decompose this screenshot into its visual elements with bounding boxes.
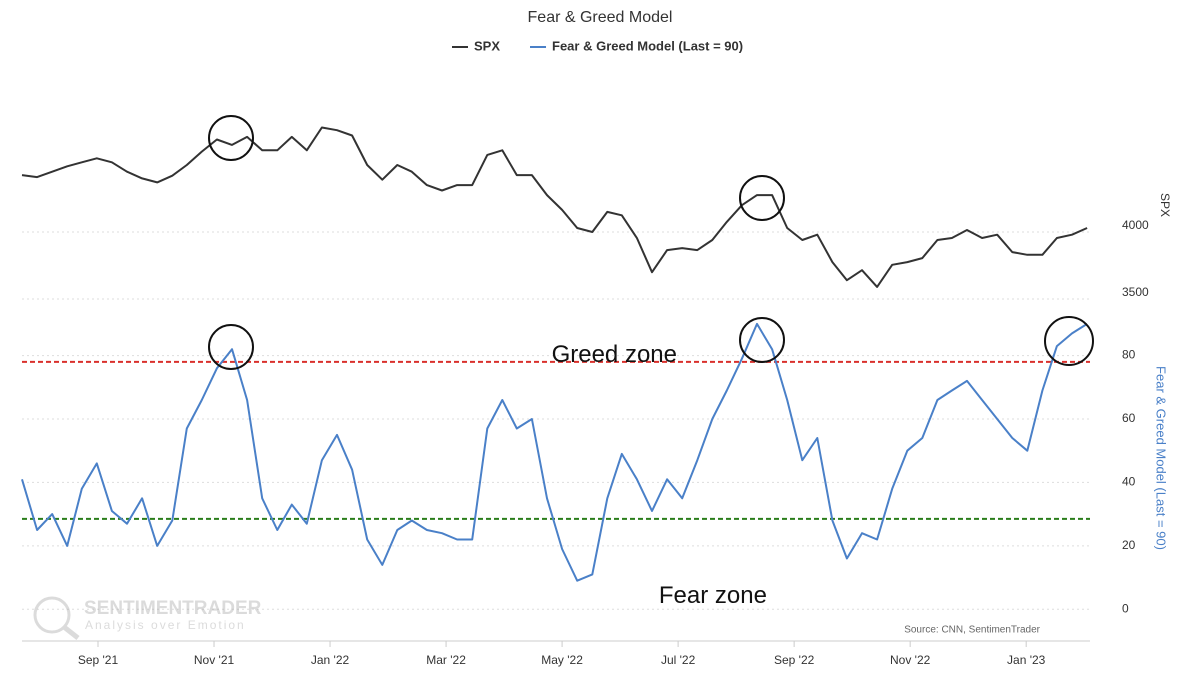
source: Source: CNN, SentimenTrader [904,625,1040,636]
annotation: Fear zone [659,582,767,609]
circle [208,115,254,161]
circle [208,324,254,370]
logo [33,596,71,634]
y2-axis-title: Fear & Greed Model (Last = 90) [1154,366,1169,550]
x-tick-label: Jul '22 [661,653,696,667]
watermark-name: SENTIMENTRADER [84,598,262,619]
circle [739,175,785,221]
chart-title: Fear & Greed Model [528,9,673,26]
legend-label: Fear & Greed Model (Last = 90) [552,38,743,53]
watermark: SENTIMENTRADER Analysis over Emotion [33,596,262,640]
series-line [21,322,1088,582]
y-axis-title: SPX [1158,193,1172,217]
x-tick-label: Nov '21 [194,653,235,667]
y-tick-label: 4000 [1122,218,1149,232]
x-tick-label: Jan '23 [1007,653,1046,667]
y2-tick-label: 20 [1122,538,1136,552]
annotation: Greed zone [552,341,677,368]
circle [739,317,785,363]
legend-label: SPX [474,38,500,53]
y-tick-label: 3500 [1122,285,1149,299]
highlight-circles [208,115,1094,370]
x-tick-label: Nov '22 [890,653,931,667]
x-tick-label: Sep '21 [78,653,119,667]
x-tick-label: Mar '22 [426,653,466,667]
logo [62,625,80,640]
legend: SPX Fear & Greed Model (Last = 90) [452,38,743,53]
plot: 3500 4000 0 20 40 60 80 SPX Fear & Greed Model (… [21,38,1172,667]
y2-tick-label: 60 [1122,411,1136,425]
watermark-tagline: Analysis over Emotion [85,618,246,632]
x-tick-label: Sep '22 [774,653,815,667]
series-line [21,126,1088,288]
y2-tick-label: 80 [1122,348,1136,362]
x-tick-label: May '22 [541,653,583,667]
y2-tick-label: 40 [1122,475,1136,489]
circle [1044,316,1094,366]
y2-tick-label: 0 [1122,601,1129,615]
x-tick-label: Jan '22 [311,653,350,667]
